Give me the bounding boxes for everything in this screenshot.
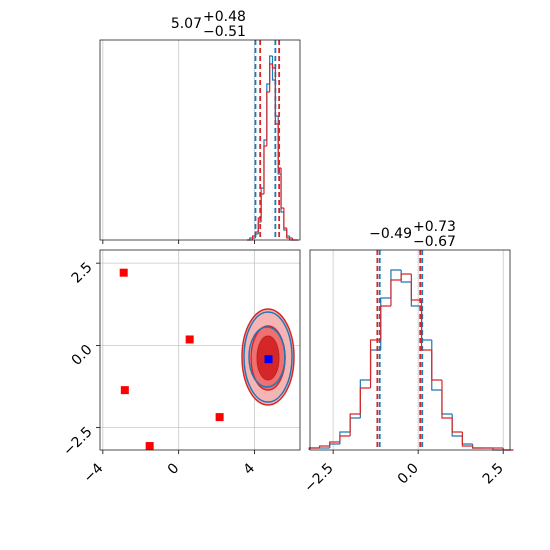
histogram-step: [269, 63, 273, 92]
panel-title-sup: +0.48: [203, 9, 246, 25]
histogram-step: [431, 350, 442, 381]
histogram-step: [274, 68, 279, 125]
marker: [120, 386, 129, 395]
histogram-step: [254, 231, 259, 236]
histogram-step: [471, 446, 483, 449]
panel-title-sub: −0.67: [413, 234, 456, 250]
marker: [215, 413, 224, 422]
histogram-step: [318, 445, 330, 448]
histogram-step: [410, 274, 422, 301]
histogram-step: [249, 237, 253, 240]
histogram-step: [286, 228, 290, 239]
histogram-step: [283, 208, 287, 229]
histogram-step: [349, 413, 361, 436]
histogram-step: [380, 305, 391, 340]
histogram-step: [329, 441, 340, 446]
panel-title-sub: −0.51: [203, 24, 246, 40]
axes-frame: [309, 249, 511, 451]
histogram-step: [266, 91, 270, 146]
histogram-step: [359, 387, 371, 414]
histogram-step: [260, 193, 264, 218]
panel-title-sup: +0.73: [413, 219, 456, 235]
histogram-step: [277, 124, 282, 169]
axes-frame: [99, 249, 301, 451]
histogram-step: [252, 235, 256, 240]
histogram-step: [400, 273, 412, 280]
marker: [119, 268, 128, 277]
histogram-step: [390, 279, 402, 306]
histogram-step: [271, 64, 276, 69]
histogram-step: [263, 145, 267, 194]
histogram-step: [280, 168, 284, 209]
axes-frame: [99, 39, 301, 241]
histogram-step: [339, 435, 351, 442]
histogram-step: [420, 300, 432, 351]
histogram-step: [441, 380, 453, 419]
histogram-step: [451, 418, 463, 433]
histogram-step: [308, 447, 320, 450]
contour-mid-blue: [248, 326, 286, 388]
marker: [185, 335, 194, 344]
histogram-step: [461, 432, 473, 447]
highlight-marker: [264, 355, 273, 364]
panel-title: −0.49: [369, 226, 412, 242]
contour-outer-blue: [243, 311, 293, 403]
marker: [145, 442, 154, 451]
panel-title: 5.07: [171, 16, 202, 32]
